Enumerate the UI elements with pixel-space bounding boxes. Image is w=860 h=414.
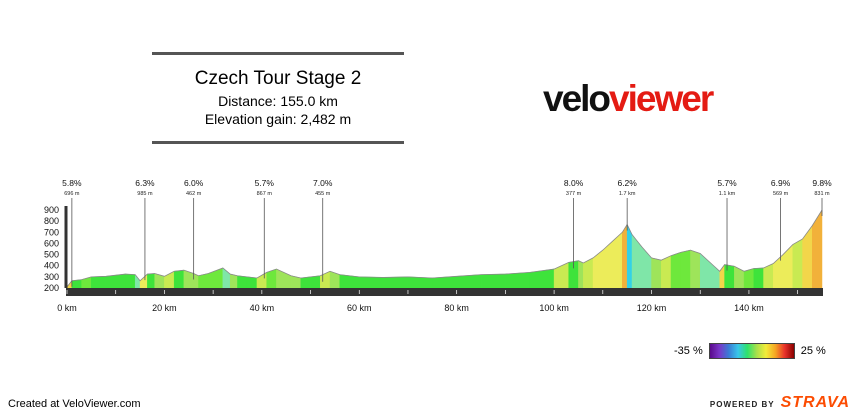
chart-title: Czech Tour Stage 2 [194, 68, 362, 89]
profile-segment [276, 268, 292, 289]
profile-segment [480, 273, 506, 289]
climb-length-label: 985 m [137, 191, 153, 197]
x-tick-label: 0 km [57, 303, 77, 313]
profile-segment [699, 252, 711, 289]
created-at-link[interactable]: Created at VeloViewer.com [8, 398, 141, 410]
profile-segment [690, 249, 701, 289]
x-tick-label: 100 km [539, 303, 569, 313]
climb-grade-label: 9.8% [812, 178, 832, 188]
veloviewer-logo[interactable]: veloviewer [543, 78, 714, 120]
y-tick-label: 700 [44, 227, 59, 237]
x-tick-label: 20 km [152, 303, 177, 313]
profile-segment [612, 231, 623, 289]
distance-axis-bar [66, 288, 823, 296]
powered-by-strava[interactable]: POWERED BY STRAVA [710, 394, 850, 412]
profile-segment [792, 238, 803, 289]
profile-segment [661, 255, 672, 289]
y-tick-label: 900 [44, 205, 59, 215]
profile-outline [66, 209, 823, 288]
profile-segment [91, 276, 107, 289]
climb-length-label: 455 m [315, 191, 331, 197]
profile-segment [622, 223, 628, 289]
powered-by-label: POWERED BY [709, 400, 775, 409]
profile-segment [173, 269, 185, 289]
climb-length-label: 1.7 km [619, 191, 636, 197]
profile-segment [680, 249, 691, 289]
strava-logo: STRAVA [780, 394, 850, 411]
profile-segment [670, 251, 681, 289]
profile-segment [812, 209, 823, 289]
profile-segment [753, 267, 764, 289]
x-tick-label: 40 km [250, 303, 275, 313]
climb-length-label: 462 m [186, 191, 202, 197]
profile-segment [626, 224, 633, 289]
profile-segment [300, 276, 311, 289]
profile-segment [709, 261, 720, 289]
climb-grade-label: 6.9% [771, 178, 791, 188]
profile-segment [553, 261, 569, 289]
climb-length-label: 377 m [566, 191, 582, 197]
profile-segment [743, 268, 755, 289]
distance-label: Distance: 155.0 km [218, 93, 338, 109]
climb-grade-label: 5.7% [717, 178, 737, 188]
title-box: Czech Tour Stage 2 Distance: 155.0 km El… [152, 52, 404, 144]
profile-segment [456, 274, 482, 289]
legend-min-label: -35 % [674, 345, 703, 357]
climb-length-label: 831 m [814, 191, 830, 197]
climb-length-label: 1.1 km [719, 191, 736, 197]
x-tick-label: 60 km [347, 303, 372, 313]
profile-segment [310, 275, 321, 289]
profile-segment [578, 260, 584, 289]
climb-grade-label: 6.2% [617, 178, 637, 188]
profile-segment [147, 273, 155, 289]
profile-segment [237, 275, 248, 289]
climb-length-label: 696 m [64, 191, 80, 197]
profile-segment [734, 265, 745, 289]
profile-segment [592, 249, 604, 289]
climb-grade-label: 5.8% [62, 178, 82, 188]
y-tick-label: 300 [44, 272, 59, 282]
profile-segment [383, 276, 409, 289]
profile-segment [724, 264, 735, 289]
profile-segment [139, 273, 148, 289]
x-tick-label: 120 km [637, 303, 667, 313]
profile-segment [802, 224, 813, 289]
y-tick-label: 400 [44, 261, 59, 271]
climb-length-label: 867 m [257, 191, 273, 197]
y-tick-label: 500 [44, 250, 59, 260]
climb-grade-label: 7.0% [313, 178, 333, 188]
profile-segment [641, 246, 652, 289]
profile-segment [631, 233, 643, 289]
x-tick-label: 80 km [444, 303, 469, 313]
profile-segment [229, 273, 238, 289]
y-tick-label: 600 [44, 238, 59, 248]
gradient-legend: -35 % 25 % [674, 343, 826, 359]
profile-segment [782, 243, 794, 289]
profile-segment [505, 272, 530, 289]
legend-gradient-bar [708, 343, 795, 359]
profile-segment [246, 276, 258, 289]
logo-velo: velo [543, 78, 611, 119]
elevation-gain-label: Elevation gain: 2,482 m [204, 111, 352, 127]
x-tick-label: 140 km [734, 303, 764, 313]
y-tick-label: 800 [44, 216, 59, 226]
climb-grade-label: 5.7% [255, 178, 275, 188]
legend-max-label: 25 % [800, 345, 826, 357]
profile-segment [407, 276, 433, 289]
profile-segment [125, 273, 136, 289]
climb-length-label: 569 m [773, 191, 789, 197]
climb-grade-label: 6.0% [184, 178, 204, 188]
climb-grade-label: 8.0% [564, 178, 584, 188]
profile-segment [134, 273, 141, 289]
profile-segment [602, 240, 613, 289]
logo-viewer: viewer [609, 78, 714, 119]
profile-segment [651, 257, 662, 289]
y-tick-label: 200 [44, 283, 59, 293]
profile-segment [359, 276, 384, 289]
climb-grade-label: 6.3% [135, 178, 155, 188]
profile-segment [773, 254, 784, 289]
